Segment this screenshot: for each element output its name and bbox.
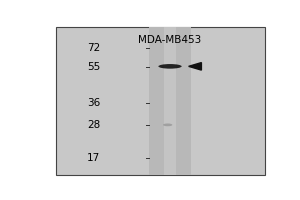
Bar [149,27,191,175]
Ellipse shape [158,64,182,69]
Text: 72: 72 [87,43,100,53]
Bar [164,27,176,175]
Text: 17: 17 [87,153,100,163]
Text: MDA-MB453: MDA-MB453 [138,35,202,45]
Text: 36: 36 [87,98,100,108]
Text: 55: 55 [87,62,100,72]
Polygon shape [189,63,201,70]
Text: 28: 28 [87,120,100,130]
Ellipse shape [163,123,172,126]
